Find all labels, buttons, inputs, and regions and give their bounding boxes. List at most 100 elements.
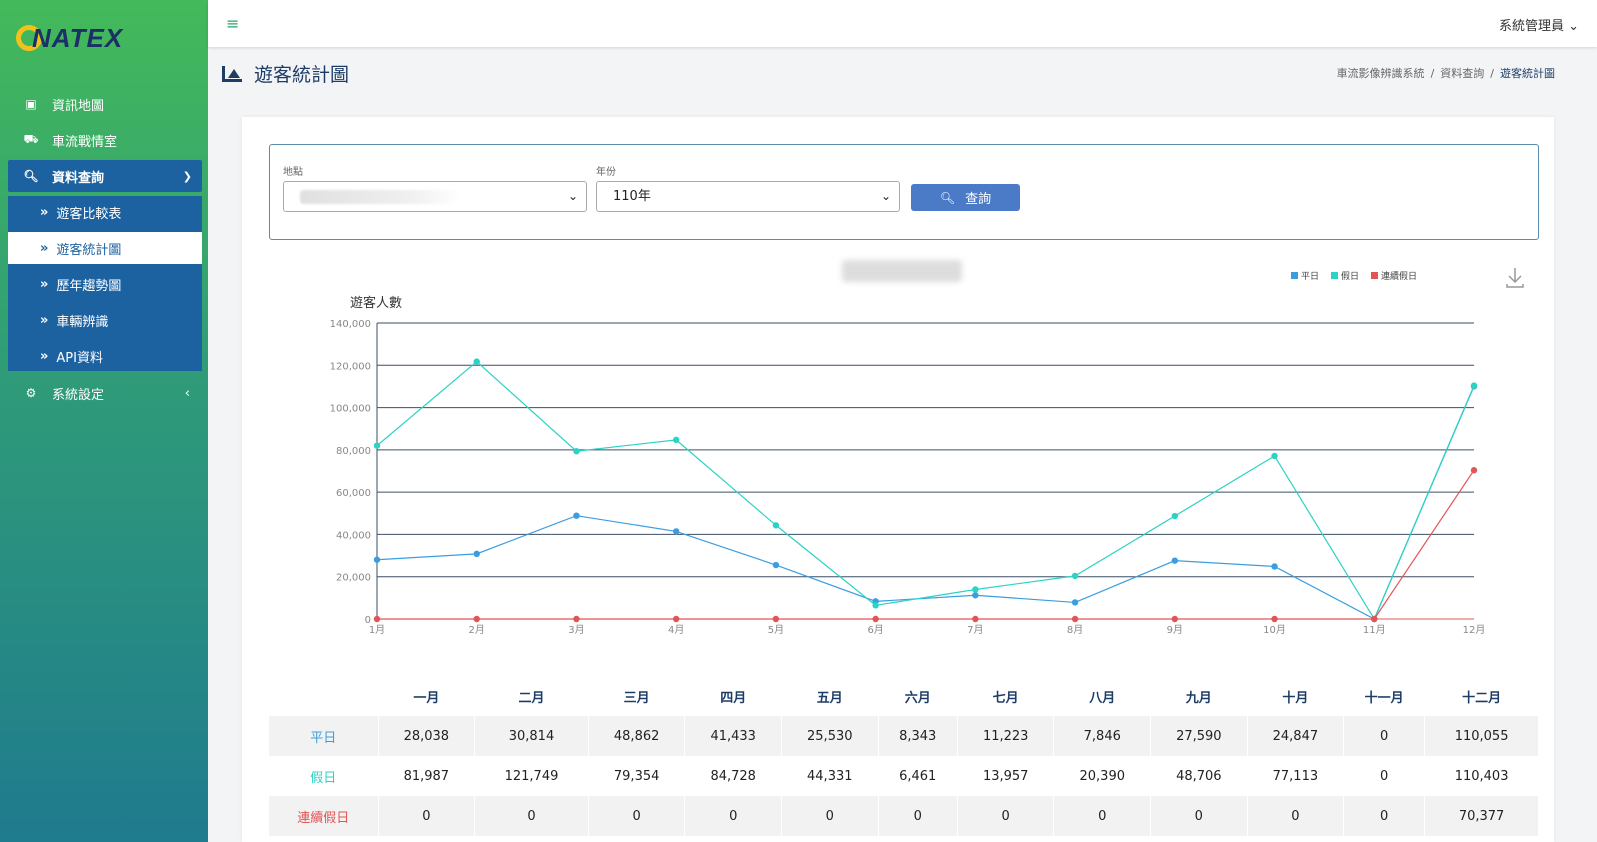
data-point (573, 615, 580, 623)
x-tick-label: 9月 (1167, 624, 1183, 636)
table-cell: 0 (1150, 796, 1248, 836)
x-tick-label: 10月 (1263, 624, 1286, 636)
y-tick-label: 20,000 (336, 573, 371, 584)
sidebar-item-info-map[interactable]: ▣ 資訊地圖 (8, 88, 202, 120)
data-point (1071, 599, 1079, 606)
legend-label: 假日 (1341, 271, 1359, 282)
data-point (872, 615, 879, 623)
table-header-blank (269, 676, 378, 716)
table-header-month: 三月 (623, 690, 650, 706)
data-point (672, 615, 680, 623)
table-cell: 110,403 (1424, 756, 1539, 796)
logo-ring-icon (16, 25, 42, 51)
table-cell: 0 (684, 796, 782, 836)
y-tick-label: 140,000 (330, 319, 371, 330)
x-tick-label: 2月 (469, 624, 485, 636)
table-cell: 84,728 (684, 756, 782, 796)
redacted-location (300, 189, 460, 204)
chart-title-redacted (842, 260, 962, 282)
chevron-down-icon: ⌄ (880, 189, 891, 203)
legend-label: 連續假日 (1381, 270, 1417, 282)
data-point (1071, 615, 1079, 623)
submenu-item-vehicle-recognition[interactable]: » 車輛辨識 (8, 304, 202, 336)
table-cell: 41,433 (684, 716, 782, 756)
sidebar-item-data-query[interactable]: 🔍︎ 資料查詢 ❯ (8, 160, 202, 192)
sidebar-item-traffic-room[interactable]: ⛟ 車流戰情室 (8, 124, 202, 156)
series-line (376, 360, 1475, 621)
submenu-item-api-data[interactable]: » API資料 (8, 340, 202, 372)
table-cell: 0 (1053, 796, 1152, 836)
table-cell: 121,749 (474, 756, 589, 796)
year-select[interactable]: 110年 ⌄ (596, 181, 900, 212)
x-tick-label: 3月 (568, 624, 584, 636)
legend-swatch (1291, 272, 1298, 279)
table-cell: 13,957 (957, 756, 1055, 796)
table-cell: 79,354 (588, 756, 686, 796)
submenu-item-visitor-compare[interactable]: » 遊客比較表 (8, 196, 202, 228)
double-chevron-icon: » (40, 240, 49, 256)
data-point (1171, 557, 1179, 564)
table-cell: 0 (781, 796, 879, 836)
x-tick-label: 5月 (768, 624, 784, 636)
double-chevron-icon: » (40, 312, 49, 328)
table-cell: 0 (1343, 716, 1426, 756)
table-cell: 27,590 (1150, 716, 1248, 756)
year-label: 年份 (596, 167, 616, 178)
search-icon: 🔍︎ (23, 169, 39, 183)
table-header-month: 九月 (1185, 690, 1212, 706)
sidebar-item-system-settings[interactable]: ⚙ 系統設定 ‹ (8, 377, 202, 409)
data-point (573, 448, 580, 455)
table-cell: 0 (474, 796, 589, 836)
y-tick-label: 120,000 (330, 361, 371, 372)
table-header-row: 一月 二月 三月 四月 五月 六月 七月 八月 九月 十月 十一月 十二月 (269, 676, 1539, 716)
data-point (1371, 615, 1378, 623)
user-menu[interactable]: 系統管理員 ⌄ (1499, 15, 1579, 34)
download-icon[interactable] (1506, 268, 1524, 288)
table-cell: 11,223 (957, 716, 1055, 756)
table-cell: 30,814 (474, 716, 589, 756)
table-cell: 7,846 (1053, 716, 1152, 756)
table-cell: 48,862 (588, 716, 686, 756)
sidebar-item-label: 車流戰情室 (52, 134, 118, 150)
table-cell: 28,038 (378, 716, 476, 756)
data-point (373, 615, 381, 623)
x-tick-label: 11月 (1363, 624, 1386, 636)
table-cell: 0 (957, 796, 1055, 836)
double-chevron-icon: » (40, 348, 49, 364)
submenu-label: 遊客比較表 (56, 206, 122, 222)
data-point (672, 528, 680, 535)
search-button[interactable]: 🔍︎ 查詢 (911, 184, 1020, 211)
data-point (1470, 467, 1478, 474)
table-header-month: 五月 (816, 690, 843, 706)
table-cell: 8,343 (878, 716, 958, 756)
hamburger-menu-icon[interactable]: ≡ (226, 14, 240, 33)
submenu-item-yearly-trend[interactable]: » 歷年趨勢圖 (8, 268, 202, 300)
sidebar: NATEX ▣ 資訊地圖 ⛟ 車流戰情室 🔍︎ 資料查詢 ❯ » 遊客比較表 »… (0, 0, 208, 842)
data-point (573, 512, 580, 519)
breadcrumb-item[interactable]: 車流影像辨識系統 (1336, 67, 1425, 80)
breadcrumb-item[interactable]: 資料查詢 (1440, 67, 1485, 80)
data-point (1071, 572, 1079, 580)
table-cell: 24,847 (1247, 716, 1345, 756)
logo-text: NATEX (32, 22, 124, 53)
breadcrumb-current: 遊客統計圖 (1500, 67, 1555, 80)
y-tick-label: 40,000 (336, 530, 371, 541)
x-tick-label: 8月 (1067, 624, 1083, 636)
x-tick-label: 4月 (668, 624, 684, 636)
year-select-value: 110年 (613, 189, 651, 204)
natex-logo[interactable]: NATEX (16, 18, 123, 58)
table-header-month: 四月 (720, 690, 747, 706)
location-select[interactable]: ⌄ (283, 181, 587, 212)
chevron-left-icon: ‹ (184, 385, 190, 401)
data-point (1171, 512, 1179, 520)
x-tick-label: 7月 (967, 624, 983, 636)
location-label: 地點 (283, 167, 303, 178)
table-cell: 70,377 (1424, 796, 1539, 836)
data-point (772, 522, 780, 529)
table-row-label: 連續假日 (269, 796, 379, 836)
x-tick-label: 6月 (867, 624, 883, 636)
submenu-label: 歷年趨勢圖 (56, 278, 122, 294)
area-chart-icon (222, 65, 242, 82)
submenu-item-visitor-chart[interactable]: » 遊客統計圖 (8, 232, 202, 264)
